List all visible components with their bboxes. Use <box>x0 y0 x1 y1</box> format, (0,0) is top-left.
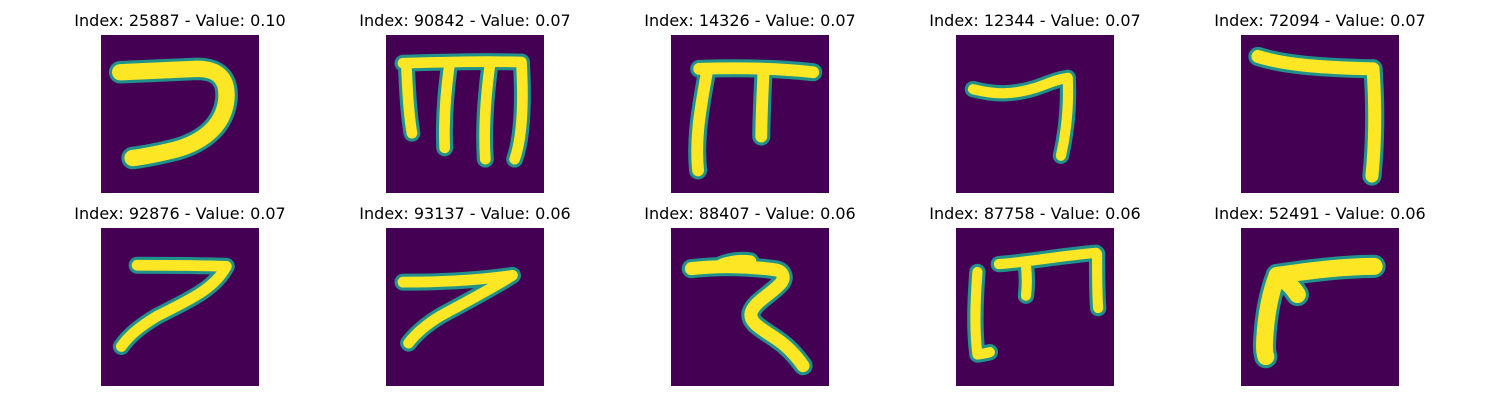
panel-title: Index: 92876 - Value: 0.07 <box>65 204 295 224</box>
stroke-core <box>1372 69 1375 176</box>
stroke-core <box>403 62 522 64</box>
panel-title: Index: 88407 - Value: 0.06 <box>635 204 865 224</box>
digit-image-canvas <box>956 35 1114 193</box>
panel-title: Index: 14326 - Value: 0.07 <box>635 11 865 31</box>
digit-image <box>386 228 544 386</box>
stroke-core <box>977 352 989 354</box>
digit-image <box>956 35 1114 193</box>
panel-title: Index: 87758 - Value: 0.06 <box>920 204 1150 224</box>
stroke-core <box>761 71 763 136</box>
panel-title: Index: 52491 - Value: 0.06 <box>1205 204 1435 224</box>
digit-image-canvas <box>386 35 544 193</box>
stroke-core <box>722 261 750 265</box>
panel-title: Index: 90842 - Value: 0.07 <box>350 11 580 31</box>
digit-image-canvas <box>101 228 259 386</box>
digit-image <box>671 35 829 193</box>
panel-title: Index: 93137 - Value: 0.06 <box>350 204 580 224</box>
image-background <box>956 35 1114 193</box>
digit-image <box>1241 228 1399 386</box>
panel-title: Index: 25887 - Value: 0.10 <box>65 11 295 31</box>
digit-image <box>956 228 1114 386</box>
digit-image-canvas <box>1241 35 1399 193</box>
panel-title: Index: 12344 - Value: 0.07 <box>920 11 1150 31</box>
digit-image <box>671 228 829 386</box>
digit-image <box>101 228 259 386</box>
digit-image-canvas <box>386 228 544 386</box>
digit-image-canvas <box>101 35 259 193</box>
stroke-core <box>137 265 226 266</box>
digit-image <box>1241 35 1399 193</box>
stroke-core <box>444 67 449 148</box>
stroke-core <box>1097 254 1098 308</box>
panel-title: Index: 72094 - Value: 0.07 <box>1205 11 1435 31</box>
digit-image <box>101 35 259 193</box>
stroke-core <box>485 65 490 159</box>
digit-image <box>386 35 544 193</box>
stroke-core <box>406 64 412 133</box>
digit-image-canvas <box>1241 228 1399 386</box>
stroke-core <box>1277 266 1374 275</box>
digit-image-canvas <box>956 228 1114 386</box>
digit-image-canvas <box>671 35 829 193</box>
stroke-core <box>1026 265 1027 295</box>
digit-image-canvas <box>671 228 829 386</box>
stroke-core <box>975 272 977 354</box>
stroke-core <box>699 68 813 72</box>
